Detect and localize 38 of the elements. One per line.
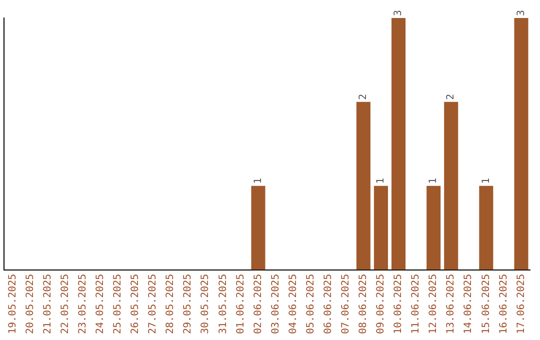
data-label: 1 bbox=[252, 178, 264, 184]
x-tick-label: 08.06.2025 bbox=[358, 274, 370, 334]
x-tick-label: 05.06.2025 bbox=[305, 274, 316, 334]
data-label: 1 bbox=[376, 178, 387, 184]
x-tick-label: 07.06.2025 bbox=[340, 274, 352, 334]
x-tick-label: 02.06.2025 bbox=[252, 274, 264, 334]
x-tick-label: 25.05.2025 bbox=[112, 274, 124, 334]
x-tick-label: 13.06.2025 bbox=[446, 274, 457, 334]
x-tick-label: 11.06.2025 bbox=[410, 274, 422, 334]
x-tick-label: 30.05.2025 bbox=[200, 274, 212, 334]
x-tick-label: 27.05.2025 bbox=[148, 274, 159, 334]
x-tick-label: 29.05.2025 bbox=[182, 274, 194, 334]
x-tick-label: 16.06.2025 bbox=[498, 274, 510, 334]
data-label: 1 bbox=[428, 178, 440, 184]
data-label: 2 bbox=[446, 94, 457, 100]
x-tick-label: 09.06.2025 bbox=[376, 274, 387, 334]
x-tick-label: 26.05.2025 bbox=[130, 274, 142, 334]
x-tick-label: 03.06.2025 bbox=[270, 274, 282, 334]
x-tick-label: 12.06.2025 bbox=[428, 274, 440, 334]
x-tick-label: 14.06.2025 bbox=[463, 274, 474, 334]
data-label: 1 bbox=[480, 178, 492, 184]
x-tick-label: 10.06.2025 bbox=[393, 274, 404, 334]
x-tick-label: 23.05.2025 bbox=[77, 274, 88, 334]
data-label: 3 bbox=[516, 10, 527, 16]
x-tick-label: 06.06.2025 bbox=[322, 274, 334, 334]
x-tick-label: 04.06.2025 bbox=[288, 274, 299, 334]
x-tick-label: 20.05.2025 bbox=[24, 274, 36, 334]
x-tick-label: 17.06.2025 bbox=[516, 274, 527, 334]
x-tick-label: 31.05.2025 bbox=[218, 274, 229, 334]
data-label: 2 bbox=[358, 94, 370, 100]
x-tick-label: 15.06.2025 bbox=[480, 274, 492, 334]
x-tick-label: 01.06.2025 bbox=[235, 274, 246, 334]
x-tick-label: 21.05.2025 bbox=[42, 274, 54, 334]
x-tick-label: 28.05.2025 bbox=[165, 274, 176, 334]
x-tick-label: 19.05.2025 bbox=[7, 274, 18, 334]
x-tick-label: 22.05.2025 bbox=[60, 274, 71, 334]
x-tick-label: 24.05.2025 bbox=[95, 274, 106, 334]
data-label: 3 bbox=[393, 10, 404, 16]
